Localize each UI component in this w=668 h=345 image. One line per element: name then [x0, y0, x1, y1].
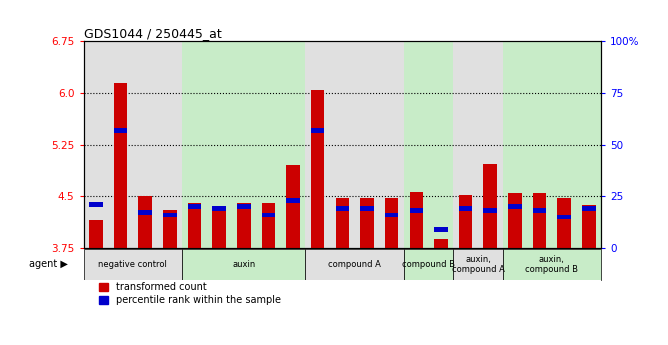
Bar — [335, 198, 349, 248]
Bar — [533, 208, 546, 213]
Bar — [287, 198, 300, 203]
Bar — [89, 220, 103, 248]
Bar — [454, 41, 502, 248]
Bar — [484, 164, 497, 248]
Bar — [114, 128, 128, 133]
Bar — [89, 202, 103, 207]
Bar — [182, 249, 305, 280]
Bar — [502, 41, 601, 248]
Bar — [262, 203, 275, 248]
Bar — [138, 196, 152, 248]
Text: GDS1044 / 250445_at: GDS1044 / 250445_at — [84, 27, 221, 40]
Bar — [305, 41, 404, 248]
Bar — [287, 165, 300, 248]
Bar — [582, 206, 596, 211]
Bar — [459, 206, 472, 211]
Bar — [212, 207, 226, 248]
Bar — [454, 249, 502, 280]
Bar — [508, 193, 522, 248]
Bar — [163, 210, 176, 248]
Text: auxin,
compound A: auxin, compound A — [452, 255, 504, 274]
Legend: transformed count, percentile rank within the sample: transformed count, percentile rank withi… — [99, 282, 281, 305]
Bar — [114, 83, 128, 248]
Bar — [409, 208, 423, 213]
Text: negative control: negative control — [98, 260, 167, 269]
Bar — [212, 206, 226, 211]
Bar — [533, 193, 546, 248]
Bar — [335, 206, 349, 211]
Bar — [409, 191, 423, 248]
Text: auxin,
compound B: auxin, compound B — [526, 255, 578, 274]
Bar — [557, 198, 571, 248]
Bar — [502, 249, 601, 280]
Bar — [385, 198, 398, 248]
Bar — [360, 198, 374, 248]
Bar — [84, 249, 182, 280]
Bar — [508, 204, 522, 209]
Bar — [84, 41, 182, 248]
Bar — [434, 227, 448, 232]
Bar — [188, 203, 201, 248]
Bar — [404, 249, 454, 280]
Bar — [188, 204, 201, 209]
Text: compound A: compound A — [328, 260, 381, 269]
Bar — [262, 213, 275, 217]
Bar — [434, 239, 448, 248]
Bar — [582, 205, 596, 248]
Bar — [385, 213, 398, 217]
Bar — [237, 204, 250, 209]
Bar — [360, 206, 374, 211]
Text: compound B: compound B — [402, 260, 455, 269]
Text: auxin: auxin — [232, 260, 255, 269]
Bar — [311, 128, 325, 133]
Bar — [305, 249, 404, 280]
Bar — [404, 41, 454, 248]
Text: agent ▶: agent ▶ — [29, 259, 68, 269]
Bar — [557, 215, 571, 219]
Bar — [484, 208, 497, 213]
Bar — [182, 41, 305, 248]
Bar — [459, 195, 472, 248]
Bar — [311, 90, 325, 248]
Bar — [163, 213, 176, 217]
Bar — [237, 203, 250, 248]
Bar — [138, 210, 152, 215]
